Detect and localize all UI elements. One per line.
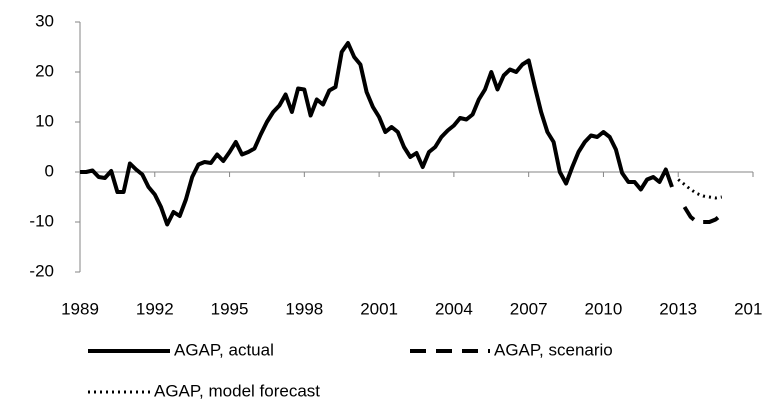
x-tick-label: 2013 xyxy=(659,299,697,318)
x-tick-label: 1989 xyxy=(61,299,99,318)
legend-label: AGAP, model forecast xyxy=(154,381,320,400)
x-tick-label: 1992 xyxy=(136,299,174,318)
legend-label: AGAP, scenario xyxy=(494,340,613,359)
y-tick-label: 30 xyxy=(35,11,54,30)
x-tick-label: 2001 xyxy=(360,299,398,318)
x-tick-label: 2016 xyxy=(734,299,762,318)
series-line xyxy=(80,41,674,227)
y-tick-label: 10 xyxy=(35,111,54,130)
x-tick-label: 2007 xyxy=(510,299,548,318)
x-tick-label: 2010 xyxy=(585,299,623,318)
y-tick-label: -20 xyxy=(29,261,54,280)
y-tick-label: 0 xyxy=(45,161,54,180)
series-line xyxy=(682,205,724,224)
y-tick-label: -10 xyxy=(29,211,54,230)
y-tick-label: 20 xyxy=(35,61,54,80)
series-line xyxy=(677,178,723,200)
legend-label: AGAP, actual xyxy=(174,340,274,359)
x-tick-label: 1995 xyxy=(211,299,249,318)
x-tick-label: 2004 xyxy=(435,299,473,318)
x-tick-label: 1998 xyxy=(285,299,323,318)
